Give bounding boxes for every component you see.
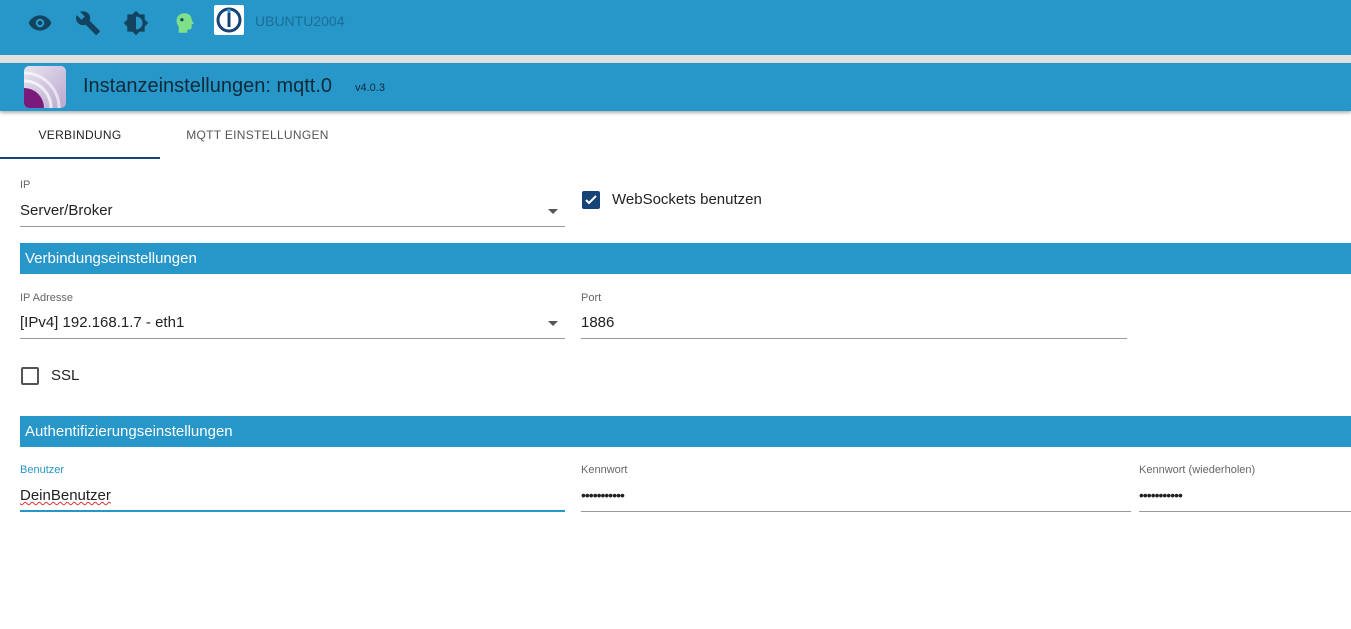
- port-input[interactable]: 1886: [581, 314, 615, 331]
- ip-label: IP: [20, 179, 31, 191]
- password-repeat-underline: [1139, 511, 1351, 512]
- mqtt-adapter-icon: [24, 66, 66, 108]
- tab-verbindung[interactable]: VERBINDUNG: [0, 116, 160, 159]
- websockets-label: WebSockets benutzen: [612, 191, 762, 208]
- section-verbindungseinstellungen: Verbindungseinstellungen: [20, 243, 1351, 274]
- version-label: v4.0.3: [355, 82, 385, 94]
- password-underline: [581, 511, 1131, 512]
- password-input[interactable]: •••••••••••: [581, 487, 625, 503]
- head-icon[interactable]: [170, 10, 196, 36]
- user-label: Benutzer: [20, 464, 65, 476]
- host-name: UBUNTU2004: [255, 13, 345, 29]
- top-bar: UBUNTU2004: [0, 0, 1351, 55]
- wrench-icon[interactable]: [75, 10, 101, 36]
- port-label: Port: [581, 292, 602, 304]
- password-repeat-label: Kennwort (wiederholen): [1139, 464, 1256, 476]
- user-input[interactable]: DeinBenutzer: [20, 487, 111, 504]
- ip-address-underline: [20, 338, 565, 339]
- brightness-icon[interactable]: [123, 10, 149, 36]
- tab-mqtt-einstellungen[interactable]: MQTT EINSTELLUNGEN: [186, 128, 329, 142]
- password-label: Kennwort: [581, 464, 628, 476]
- websockets-checkbox[interactable]: [582, 191, 600, 209]
- ip-address-select[interactable]: [IPv4] 192.168.1.7 - eth1: [20, 314, 185, 331]
- divider: [0, 55, 1351, 63]
- password-repeat-input[interactable]: •••••••••••: [1139, 487, 1183, 503]
- instance-header: Instanzeinstellungen: mqtt.0 v4.0.3: [0, 63, 1351, 111]
- ip-select[interactable]: Server/Broker: [20, 202, 113, 219]
- chevron-down-icon[interactable]: [548, 209, 558, 214]
- page-title: Instanzeinstellungen: mqtt.0: [83, 75, 333, 97]
- chevron-down-icon[interactable]: [548, 321, 558, 326]
- ssl-checkbox[interactable]: [21, 367, 39, 385]
- port-underline: [581, 338, 1127, 339]
- check-icon: [585, 195, 597, 205]
- iobroker-logo[interactable]: [214, 5, 244, 35]
- ip-address-label: IP Adresse: [20, 292, 73, 304]
- ip-underline: [20, 226, 565, 227]
- user-underline: [20, 510, 565, 512]
- ssl-label: SSL: [51, 367, 80, 384]
- section-authentifizierungseinstellungen: Authentifizierungseinstellungen: [20, 416, 1351, 447]
- eye-icon[interactable]: [27, 10, 53, 36]
